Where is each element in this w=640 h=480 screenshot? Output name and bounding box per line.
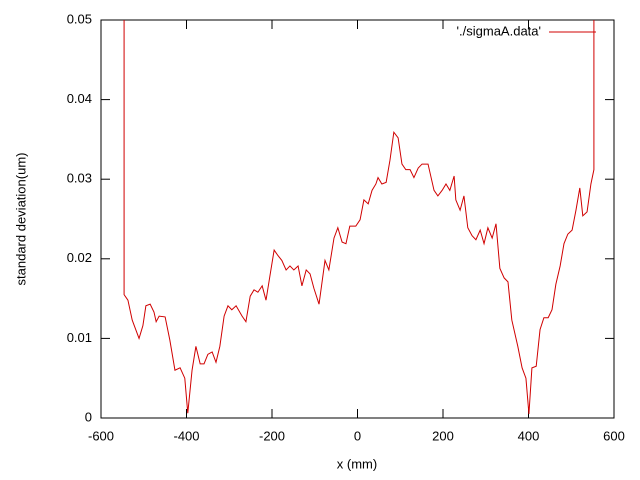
x-tick-label: 600	[603, 428, 625, 443]
x-tick-label: -200	[259, 428, 285, 443]
y-tick-label: 0.02	[67, 250, 92, 265]
x-tick-label: -600	[88, 428, 114, 443]
y-axis-label: standard deviation(um)	[13, 153, 28, 286]
y-tick-label: 0	[85, 409, 92, 424]
legend-label: './sigmaA.data'	[457, 23, 541, 38]
x-tick-label: 200	[432, 428, 454, 443]
y-tick-label: 0.03	[67, 171, 92, 186]
x-tick-label: 400	[518, 428, 540, 443]
data-line	[123, 20, 595, 415]
x-tick-label: -400	[173, 428, 199, 443]
x-axis-label: x (mm)	[337, 456, 377, 471]
x-tick-label: 0	[354, 428, 361, 443]
y-tick-label: 0.01	[67, 330, 92, 345]
y-tick-label: 0.04	[67, 91, 92, 106]
y-tick-label: 0.05	[67, 11, 92, 26]
